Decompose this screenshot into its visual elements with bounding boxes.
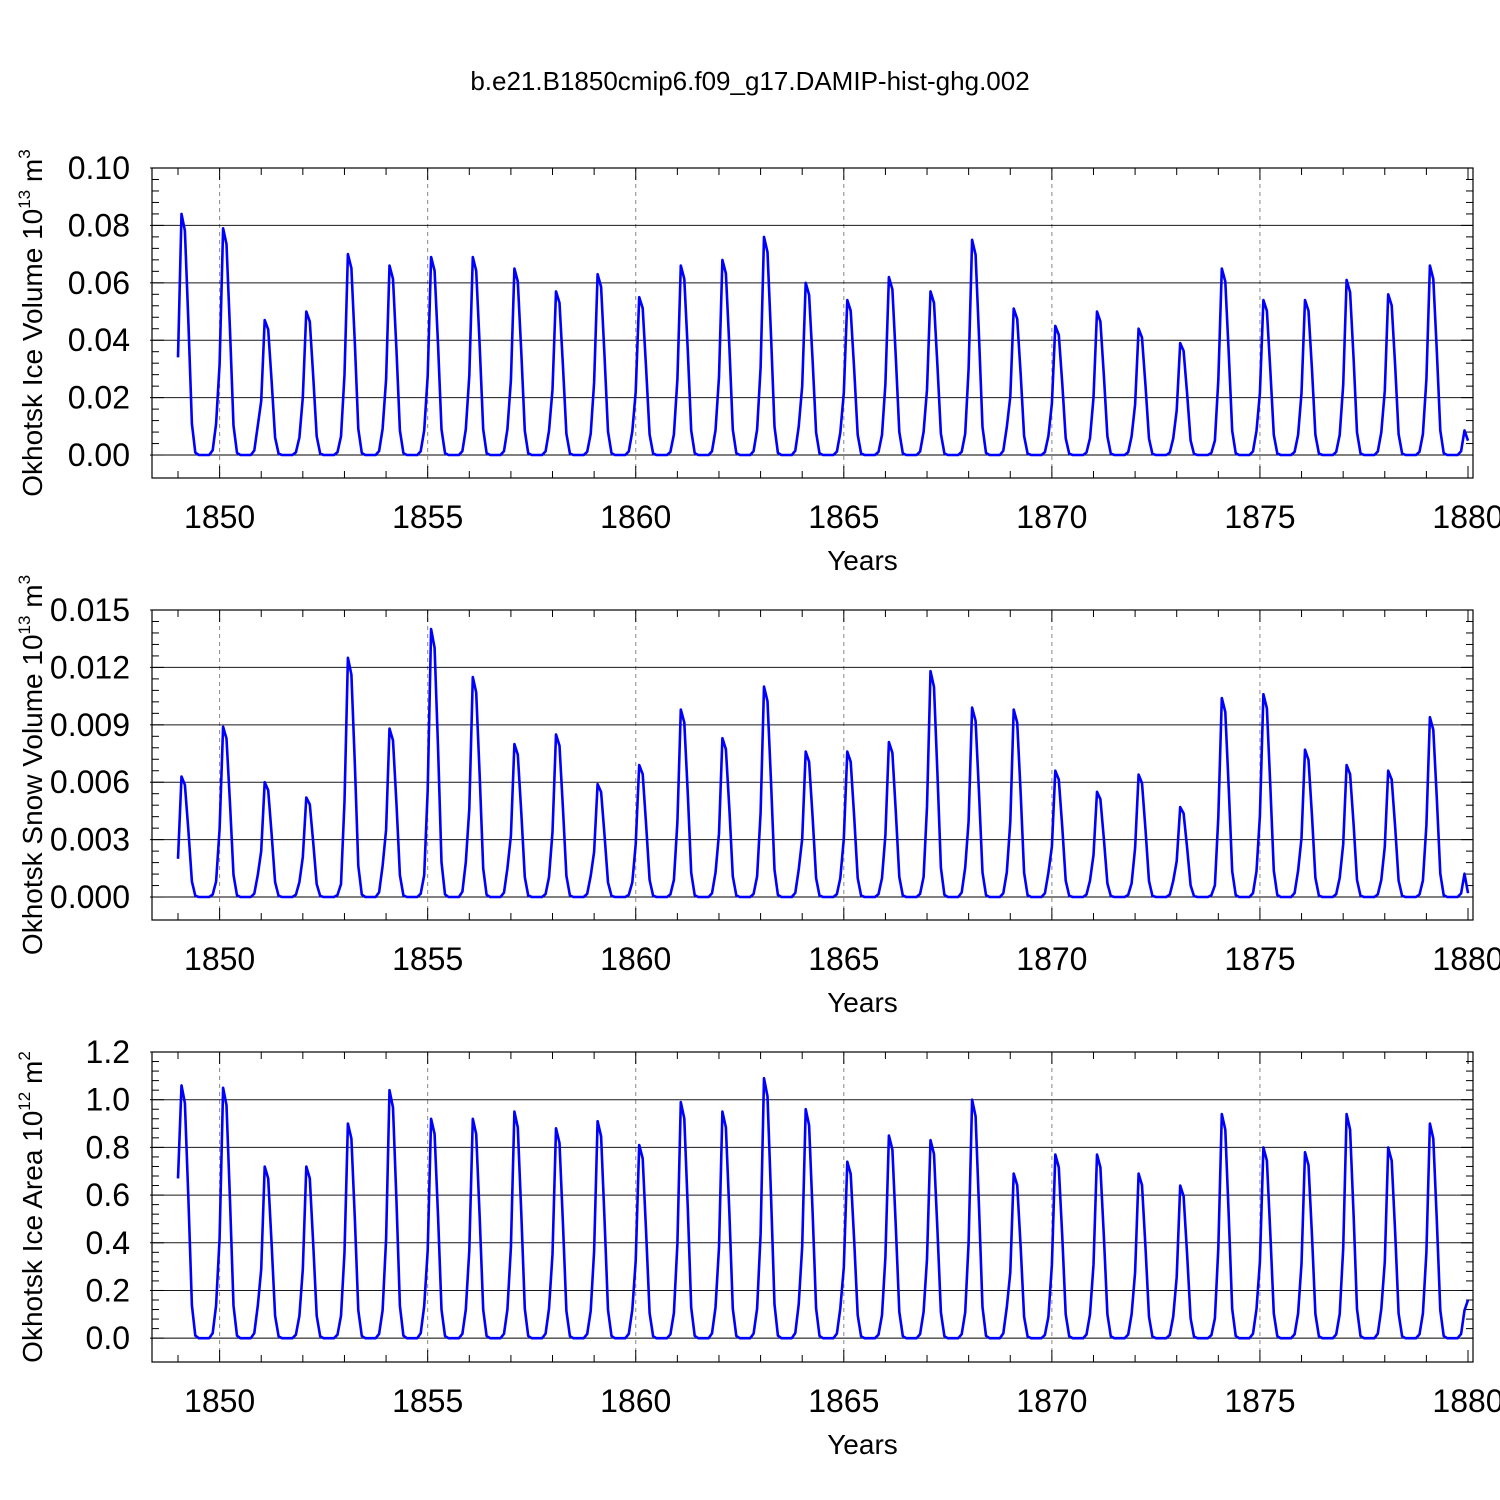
x-tick-label: 1860 — [600, 499, 671, 535]
y-tick-label: 0.012 — [50, 649, 130, 685]
y-axis-label: Okhotsk Snow Volume 1013 m3 — [15, 575, 48, 955]
chart-title: b.e21.B1850cmip6.f09_g17.DAMIP-hist-ghg.… — [470, 66, 1029, 96]
x-axis-label: Years — [827, 987, 898, 1018]
series-line — [176, 627, 1470, 899]
panel-ice-volume: 1850 1855 1860 1865 1870 1875 1880 0.00 0.02 0.04… — [15, 149, 1500, 576]
panels: 1850 1855 1860 1865 1870 1875 1880 0.00 0.02 0.04… — [15, 149, 1500, 1460]
x-tick-label: 1855 — [392, 941, 463, 977]
x-tick-label: 1880 — [1432, 499, 1500, 535]
x-tick-label: 1850 — [184, 1383, 255, 1419]
y-tick-label: 0.02 — [68, 380, 130, 416]
x-tick-label: 1880 — [1432, 1383, 1500, 1419]
x-tick-label: 1875 — [1224, 941, 1295, 977]
x-tick-label: 1870 — [1016, 499, 1087, 535]
x-tick-label: 1870 — [1016, 1383, 1087, 1419]
y-axis-label: Okhotsk Ice Volume 1013 m3 — [15, 149, 48, 496]
x-axis-label: Years — [827, 1429, 898, 1460]
panel-ice-area: 1850 1855 1860 1865 1870 1875 1880 0.0 0.2 0.4 0.6… — [15, 1034, 1500, 1460]
y-tick-label: 0.2 — [86, 1272, 130, 1308]
y-axis-label: Okhotsk Ice Area 1012 m2 — [15, 1051, 48, 1363]
x-tick-label: 1860 — [600, 1383, 671, 1419]
x-tick-label: 1855 — [392, 499, 463, 535]
y-tick-label: 0.015 — [50, 592, 130, 628]
y-tick-label: 0.0 — [86, 1320, 130, 1356]
y-tick-label: 0.10 — [68, 150, 130, 186]
x-tick-label: 1865 — [808, 941, 879, 977]
y-tick-label: 0.6 — [86, 1177, 130, 1213]
y-tick-label: 1.2 — [86, 1034, 130, 1070]
x-tick-label: 1850 — [184, 941, 255, 977]
y-tick-label: 1.0 — [86, 1082, 130, 1118]
series-line — [176, 1076, 1470, 1340]
panel-snow-volume: 1850 1855 1860 1865 1870 1875 1880 0.000 0.003 0.… — [15, 575, 1500, 1018]
x-tick-label: 1875 — [1224, 1383, 1295, 1419]
x-tick-label: 1855 — [392, 1383, 463, 1419]
y-tick-label: 0.000 — [50, 879, 130, 915]
y-tick-label: 0.04 — [68, 322, 130, 358]
y-tick-label: 0.4 — [86, 1225, 130, 1261]
x-tick-label: 1870 — [1016, 941, 1087, 977]
series-line — [176, 212, 1470, 457]
x-tick-label: 1865 — [808, 1383, 879, 1419]
y-tick-label: 0.8 — [86, 1129, 130, 1165]
y-tick-label: 0.08 — [68, 207, 130, 243]
x-tick-label: 1850 — [184, 499, 255, 535]
x-axis-label: Years — [827, 545, 898, 576]
x-tick-label: 1875 — [1224, 499, 1295, 535]
y-tick-label: 0.009 — [50, 707, 130, 743]
y-tick-label: 0.006 — [50, 764, 130, 800]
x-tick-label: 1860 — [600, 941, 671, 977]
y-tick-label: 0.00 — [68, 437, 130, 473]
y-tick-label: 0.003 — [50, 822, 130, 858]
x-tick-label: 1880 — [1432, 941, 1500, 977]
x-tick-label: 1865 — [808, 499, 879, 535]
y-tick-label: 0.06 — [68, 265, 130, 301]
